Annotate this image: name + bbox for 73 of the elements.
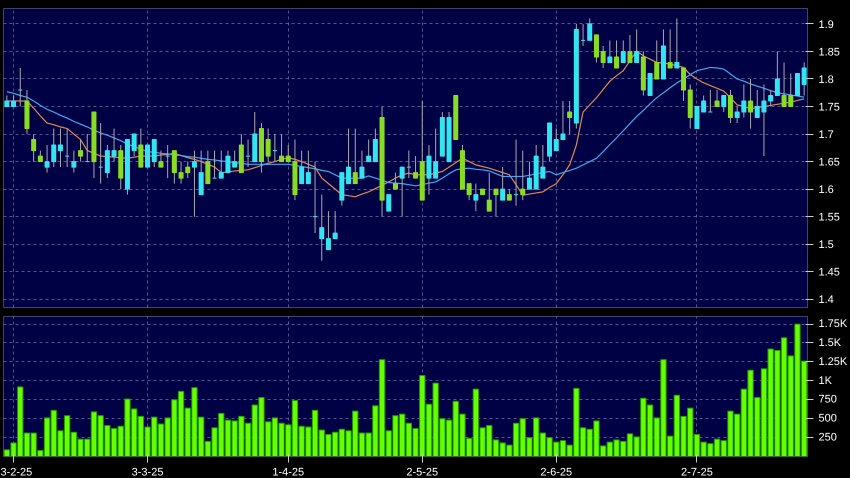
candlestick [634, 28, 640, 63]
y-tick-label: 1.6 [818, 184, 834, 196]
candlestick [192, 150, 197, 218]
candlestick [78, 139, 84, 162]
candlestick [654, 40, 660, 80]
y-tick-label: 1.45 [818, 266, 840, 279]
candlestick [172, 150, 177, 184]
candlestick [400, 166, 405, 218]
candlestick [352, 128, 358, 184]
candlestick [674, 18, 680, 68]
y-tick-label: 1.85 [818, 46, 840, 58]
y-tick-label: 1.9 [818, 18, 834, 31]
candlestick [178, 161, 184, 184]
y-tick-label: 750 [818, 394, 837, 406]
x-tick-label: 2-5-25 [406, 466, 438, 478]
candlestick [306, 150, 311, 184]
candlestick [748, 78, 754, 130]
candlestick [614, 40, 620, 68]
y-tick-label: 1.65 [818, 156, 840, 169]
candlestick [721, 95, 726, 113]
candlestick [319, 194, 324, 262]
candlestick [520, 150, 526, 201]
x-tick-label: 3-3-25 [132, 466, 164, 478]
candlestick [473, 183, 478, 212]
candlestick [768, 89, 774, 108]
candlestick [359, 150, 364, 179]
candlestick [493, 188, 498, 218]
candlestick [71, 150, 76, 174]
y-tick-label: 1.55 [818, 212, 840, 224]
y-tick-label: 250 [818, 432, 837, 444]
candlestick [774, 50, 780, 96]
x-tick-label: 2-7-25 [681, 466, 713, 478]
candlestick [620, 40, 626, 63]
x-tick-label: 1-4-25 [272, 466, 304, 478]
candlestick [714, 89, 720, 108]
y-tick-label: 1K [818, 374, 833, 387]
candlestick [138, 128, 144, 168]
y-tick-label: 500 [818, 412, 837, 425]
candlestick [627, 34, 632, 63]
candlestick [648, 72, 653, 96]
candlestick [587, 18, 592, 41]
x-tick-label: 3-2-25 [0, 466, 32, 478]
y-tick-label: 1.75K [818, 318, 848, 330]
y-tick-label: 1.8 [818, 74, 834, 86]
candlestick [741, 84, 746, 118]
y-tick-label: 1.5 [818, 239, 834, 252]
y-tick-label: 1.7 [818, 129, 834, 142]
candlestick [31, 134, 36, 162]
candlestick [486, 172, 492, 212]
candlestick [386, 194, 392, 212]
candlestick [366, 139, 372, 162]
candlestick [392, 172, 398, 190]
candlestick [372, 128, 378, 162]
candlestick [540, 144, 546, 179]
candlestick [198, 150, 204, 196]
candlestick [500, 166, 506, 201]
candlestick [506, 188, 512, 201]
candlestick [205, 150, 210, 184]
y-tick-label: 1.5K [818, 336, 842, 349]
x-tick-label: 2-6-25 [540, 466, 572, 478]
candlestick [44, 144, 50, 174]
candlestick [567, 100, 572, 135]
candlestick [299, 150, 304, 184]
candlestick [728, 89, 733, 124]
candlestick [185, 161, 190, 179]
candlestick [607, 40, 612, 63]
candlestick [38, 150, 43, 162]
y-tick-label: 1.25K [818, 356, 848, 368]
y-tick-label: 1.75 [818, 102, 840, 114]
y-tick-label: 1.4 [818, 294, 834, 306]
candlestick [158, 150, 164, 168]
candlestick [668, 28, 673, 68]
candlestick [734, 106, 740, 124]
